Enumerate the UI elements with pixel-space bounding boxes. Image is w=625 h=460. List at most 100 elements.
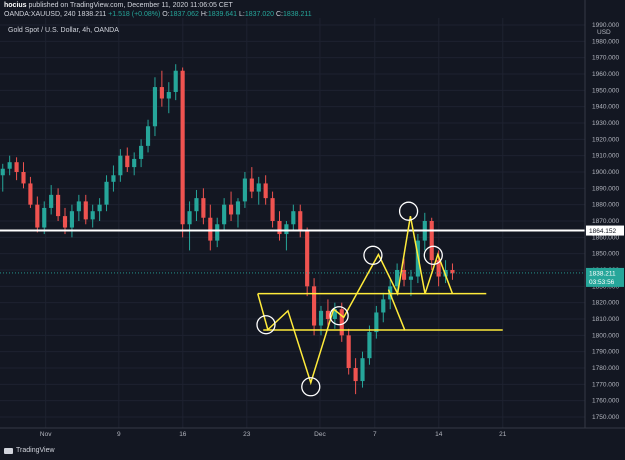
candle-body bbox=[318, 310, 324, 326]
candle-body bbox=[139, 145, 144, 159]
candle-body bbox=[111, 175, 116, 182]
price-tick-label: 1780.000 bbox=[592, 365, 619, 372]
candle-body bbox=[284, 224, 289, 235]
zigzag-drop bbox=[387, 289, 406, 331]
level-price-tag bbox=[586, 225, 624, 236]
open-label: O: bbox=[162, 11, 170, 18]
candle-body bbox=[201, 198, 206, 218]
candle-body bbox=[228, 204, 234, 215]
price-tick-label: 1900.000 bbox=[592, 169, 619, 176]
price-tick-label: 1960.000 bbox=[592, 71, 619, 78]
time-tick-label: 14 bbox=[435, 431, 443, 438]
candle-body bbox=[249, 178, 254, 192]
price-tick-label: 1750.000 bbox=[592, 414, 619, 421]
price-tick-label: 1930.000 bbox=[592, 120, 619, 127]
candle-body bbox=[56, 194, 61, 217]
candle-body bbox=[49, 194, 54, 208]
candle-body bbox=[42, 207, 47, 228]
candle-body bbox=[14, 162, 19, 172]
price-tick-label: 1890.000 bbox=[592, 185, 619, 192]
price-tick-label: 1800.000 bbox=[592, 332, 619, 339]
candle-body bbox=[242, 178, 247, 202]
candle-body bbox=[332, 309, 337, 319]
candlestick-series bbox=[0, 64, 455, 395]
candle-body bbox=[353, 368, 358, 382]
price-tick-label: 1860.000 bbox=[592, 234, 619, 241]
time-tick-label: 7 bbox=[373, 431, 377, 438]
currency-label: USD bbox=[597, 29, 611, 36]
candle-body bbox=[125, 155, 130, 168]
price-tick-label: 1760.000 bbox=[592, 398, 619, 405]
last-value: 1838.211 bbox=[77, 11, 107, 18]
candle-body bbox=[132, 158, 137, 168]
candle-body bbox=[312, 286, 317, 326]
zigzag-pattern bbox=[257, 215, 454, 386]
candle-body bbox=[256, 183, 261, 192]
candle-body bbox=[305, 230, 310, 287]
close-label: C: bbox=[276, 11, 283, 18]
candle-body bbox=[395, 270, 400, 287]
symbol-label: OANDA:XAUUSD, 240 bbox=[4, 11, 76, 18]
annotations bbox=[256, 201, 503, 397]
candle-body bbox=[339, 309, 344, 336]
price-tick-label: 1970.000 bbox=[592, 55, 619, 62]
high-label: H: bbox=[200, 11, 208, 18]
price-tick-label: 1950.000 bbox=[592, 87, 619, 94]
price-tick-label: 1880.000 bbox=[592, 202, 619, 209]
price-axis: 1990.000 1980.000 1970.000 1960.000 1950.000… bbox=[584, 0, 619, 428]
time-tick-label: Nov bbox=[40, 431, 52, 438]
candle-body bbox=[298, 211, 303, 231]
price-tick-label: 1980.000 bbox=[592, 38, 619, 45]
last-price-text: 1838.211 bbox=[589, 270, 616, 277]
time-tick-label: 23 bbox=[243, 431, 251, 438]
author-name[interactable]: hocius bbox=[4, 2, 27, 9]
footer-brand[interactable]: TradingView bbox=[4, 447, 55, 454]
candle-body bbox=[83, 201, 88, 220]
candle-body bbox=[291, 211, 296, 225]
price-tick-label: 1990.000 bbox=[592, 22, 619, 29]
chart-title: Gold Spot / U.S. Dollar, 4h, OANDA bbox=[8, 27, 119, 34]
candle-body bbox=[152, 87, 158, 127]
pivot-circle bbox=[398, 201, 419, 221]
candle-body bbox=[69, 211, 75, 228]
time-tick-label: 9 bbox=[117, 431, 121, 438]
pivot-circle bbox=[256, 315, 276, 335]
time-tick-label: 16 bbox=[179, 431, 187, 438]
price-tick-label: 1770.000 bbox=[592, 381, 619, 388]
low-label: L: bbox=[239, 11, 245, 18]
candle-body bbox=[263, 183, 268, 199]
candle-body bbox=[235, 201, 241, 215]
change-value: +1.518 (+0.08%) bbox=[108, 11, 161, 18]
tradingview-logo-icon bbox=[4, 447, 13, 454]
open-value: 1837.062 bbox=[169, 11, 199, 18]
candle-body bbox=[62, 216, 68, 228]
candle-body bbox=[374, 312, 379, 333]
candle-body bbox=[401, 270, 407, 280]
candle-body bbox=[215, 224, 220, 241]
price-tick-label: 1810.000 bbox=[592, 316, 619, 323]
candle-body bbox=[429, 221, 434, 261]
price-tick-label: 1910.000 bbox=[592, 153, 619, 160]
price-tick-label: 1790.000 bbox=[592, 349, 619, 356]
candle-body bbox=[104, 181, 109, 205]
candle-body bbox=[360, 358, 365, 382]
candle-body bbox=[222, 204, 227, 225]
candle-body bbox=[21, 172, 26, 184]
candle-body bbox=[90, 211, 95, 220]
pivot-circle bbox=[423, 245, 443, 265]
candle-body bbox=[35, 204, 40, 228]
candle-body bbox=[187, 211, 192, 225]
price-tick-label: 1850.000 bbox=[592, 251, 619, 258]
pivot-circle bbox=[329, 306, 349, 326]
time-tick-label: 21 bbox=[499, 431, 507, 438]
pivot-circle bbox=[301, 377, 321, 397]
candle-body bbox=[7, 162, 12, 169]
candle-body bbox=[118, 155, 123, 176]
price-tags: 1864.152 1838.211 03:53:56 bbox=[586, 225, 624, 287]
candle-body bbox=[277, 221, 282, 235]
candle-body bbox=[76, 201, 81, 212]
candle-body bbox=[270, 198, 275, 221]
candle-body bbox=[97, 204, 102, 212]
candle-body bbox=[436, 260, 441, 277]
